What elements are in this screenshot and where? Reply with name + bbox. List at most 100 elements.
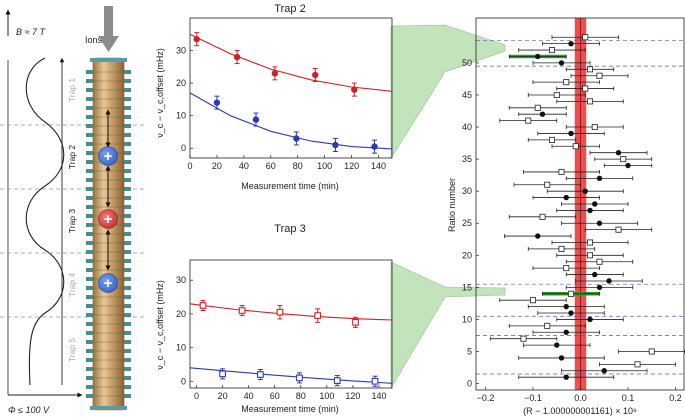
electrode-tab [86,250,93,254]
electrode-tab [124,151,131,155]
trap3-xtick-label: 0 [194,391,199,401]
electrode-tab [86,169,93,173]
ratio-point [563,79,570,86]
trap3-xtick-label: 60 [270,391,280,401]
chart-ratio-xlabel: (R − 1.000000001161) × 10⁹ [523,406,637,416]
ratio-point [563,265,570,272]
electrode-tab [124,277,131,281]
electrode-tab [124,187,131,191]
trap-label-4: Trap 4 [67,273,77,298]
electrode-tab [86,367,93,371]
ratio-point [572,143,579,150]
trap3-point [238,307,246,314]
trap2-xtick-label: 80 [293,161,303,171]
ratio-point [558,168,565,175]
trap2-xtick-label: 60 [266,161,276,171]
trap2-ytick-label: 10 [176,111,186,121]
trap2-point [252,116,260,123]
ratio-point [606,278,612,284]
ratio-point [596,258,603,265]
ratio-point [634,361,641,368]
trap2-xtick-label: 0 [187,161,192,171]
electrode-tab [86,358,93,362]
zoom-connector-trap3 [390,261,506,390]
ratio-point [596,284,603,291]
ratio-point [587,207,593,214]
ratio-point [558,355,565,361]
electrode-tab [124,178,131,182]
electrode-tab [124,160,131,164]
electrode-tab [86,295,93,299]
electrode-tab [86,160,93,164]
trap3-frame [189,259,393,389]
trap2-point [233,53,241,61]
electrode-tab [86,313,93,317]
electrode-tab [124,331,131,335]
ratio-point [549,47,556,54]
electrode-tab [86,322,93,326]
trap2-ytick-label: 30 [176,46,186,56]
electrode-tab [86,187,93,191]
chart-trap2-ylabel: ν_c − ν_c,offset (mHz) [155,48,165,138]
ion-red-trap3: + [98,209,118,229]
electrode-tab [86,142,93,146]
electrode-tab [124,88,131,92]
ratio-ytick-label: 20 [462,250,472,260]
electrode-tab [86,277,93,281]
ratio-ytick-label: 5 [467,347,472,357]
electrode-tab [124,223,131,227]
trap2-xtick-label: 20 [212,161,222,171]
trap3-ytick-label: 30 [176,275,186,285]
electrode-tab [86,196,93,200]
ratio-ytick-label: 35 [462,154,472,164]
electrode-tab [124,124,131,128]
ratio-point [582,188,588,194]
electrode-tab [86,241,93,245]
trap2-xtick-label: 140 [371,161,386,171]
ratio-ytick-label: 15 [462,282,472,292]
ratio-point [558,245,565,252]
trap2-ytick-label: 20 [176,78,186,88]
ratio-ytick-label: 25 [462,218,472,228]
ratio-point [601,368,607,374]
ratio-ytick-label: 10 [462,314,472,324]
ratio-point [539,213,546,220]
ratio-point [558,60,565,66]
ion-blue-trap2: + [98,146,118,166]
electrode-tab [124,142,131,146]
ratio-point [596,220,603,226]
electrode-tab [124,169,131,173]
trap2-xtick-label: 100 [317,161,332,171]
ratio-point [568,130,574,137]
electrode-tab [86,304,93,308]
trap3-point [219,370,226,378]
trap2-point [293,135,300,142]
trap2-point [371,143,378,150]
trap2-point [271,70,279,77]
trap2-point [312,71,319,79]
trap2-ytick-label: 0 [181,143,186,153]
trap3-fit-line [189,303,393,321]
electrode-tab [86,340,93,344]
electrode-tab [86,79,93,83]
ratio-point [596,72,603,79]
ratio-ytick-label: 50 [462,58,472,68]
ratio-point [625,162,631,169]
ratio-point [549,136,556,143]
electrode-tab [124,367,131,371]
ion-charge-symbol: + [104,275,113,292]
electrode-tab [124,70,131,74]
potential-label: Φ ≤ 100 V [8,405,50,415]
ratio-ytick-label: 45 [462,90,472,100]
trap2-fit-line [189,33,393,92]
electrode-tab [86,178,93,182]
chart-trap2: Trap 2 Measurement time (min) ν_c − ν_c,… [155,3,393,191]
electrode-tab [124,115,131,119]
ratio-point [539,111,546,117]
electrode-tab [86,331,93,335]
ratio-point [544,181,551,188]
electrode-tab [124,340,131,344]
electrode-tab [86,232,93,236]
electrode-tab [124,268,131,272]
